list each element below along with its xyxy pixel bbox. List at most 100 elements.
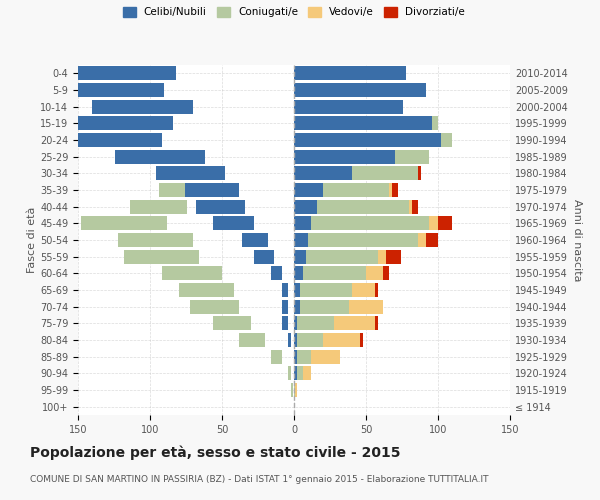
Legend: Celibi/Nubili, Coniugati/e, Vedovi/e, Divorziati/e: Celibi/Nubili, Coniugati/e, Vedovi/e, Di… <box>123 7 465 18</box>
Bar <box>366 266 383 280</box>
Bar <box>302 366 311 380</box>
Bar <box>179 283 233 297</box>
Bar <box>92 100 193 114</box>
Bar <box>300 283 352 297</box>
Bar <box>294 366 297 380</box>
Bar <box>323 333 360 347</box>
Bar <box>225 300 228 314</box>
Bar <box>182 150 193 164</box>
Bar <box>288 333 291 347</box>
Bar <box>185 200 186 214</box>
Bar <box>294 216 311 230</box>
Bar <box>308 233 418 247</box>
Bar <box>167 233 179 247</box>
Bar <box>294 166 352 180</box>
Bar <box>386 250 401 264</box>
Bar <box>438 216 452 230</box>
Bar <box>216 266 219 280</box>
Bar <box>294 233 308 247</box>
Bar <box>254 250 274 264</box>
Bar <box>294 383 295 397</box>
Bar <box>190 150 192 164</box>
Bar <box>294 133 441 147</box>
Bar <box>294 83 427 97</box>
Bar <box>409 200 412 214</box>
Bar <box>271 350 283 364</box>
Bar <box>52 116 173 130</box>
Bar <box>214 216 254 230</box>
Bar <box>395 150 430 164</box>
Bar <box>214 316 251 330</box>
Bar <box>173 166 199 180</box>
Bar <box>196 183 197 197</box>
Bar <box>294 200 317 214</box>
Bar <box>161 266 222 280</box>
Bar <box>187 233 190 247</box>
Bar <box>156 166 225 180</box>
Bar <box>383 266 389 280</box>
Bar <box>349 300 383 314</box>
Bar <box>239 333 265 347</box>
Bar <box>161 216 164 230</box>
Bar <box>294 300 300 314</box>
Bar <box>196 200 245 214</box>
Bar <box>377 250 386 264</box>
Bar <box>427 233 438 247</box>
Bar <box>190 300 239 314</box>
Bar <box>311 350 340 364</box>
Bar <box>352 283 374 297</box>
Bar <box>418 166 421 180</box>
Text: COMUNE DI SAN MARTINO IN PASSIRIA (BZ) - Dati ISTAT 1° gennaio 2015 - Elaborazio: COMUNE DI SAN MARTINO IN PASSIRIA (BZ) -… <box>30 475 488 484</box>
Bar <box>185 183 239 197</box>
Bar <box>58 66 176 80</box>
Bar <box>294 183 323 197</box>
Bar <box>295 383 297 397</box>
Bar <box>222 283 225 297</box>
Bar <box>360 333 363 347</box>
Bar <box>441 133 452 147</box>
Bar <box>294 100 403 114</box>
Bar <box>305 250 377 264</box>
Bar <box>297 333 323 347</box>
Bar <box>118 233 193 247</box>
Bar <box>294 116 432 130</box>
Bar <box>288 366 291 380</box>
Bar <box>323 183 389 197</box>
Bar <box>294 66 406 80</box>
Bar <box>311 216 430 230</box>
Bar <box>294 150 395 164</box>
Bar <box>334 316 374 330</box>
Bar <box>222 300 230 314</box>
Y-axis label: Anni di nascita: Anni di nascita <box>572 198 581 281</box>
Bar <box>317 200 409 214</box>
Bar <box>302 266 366 280</box>
Bar <box>294 333 297 347</box>
Bar <box>288 366 290 380</box>
Bar <box>271 350 277 364</box>
Bar <box>185 250 190 264</box>
Bar <box>392 183 398 197</box>
Bar <box>297 350 311 364</box>
Bar <box>115 150 205 164</box>
Bar <box>297 316 334 330</box>
Bar <box>271 266 283 280</box>
Bar <box>186 183 192 197</box>
Bar <box>283 283 288 297</box>
Bar <box>412 200 418 214</box>
Bar <box>142 216 153 230</box>
Bar <box>389 183 392 197</box>
Bar <box>432 116 438 130</box>
Bar <box>283 300 288 314</box>
Bar <box>169 200 178 214</box>
Bar <box>130 200 187 214</box>
Bar <box>430 216 438 230</box>
Bar <box>242 233 268 247</box>
Bar <box>418 233 427 247</box>
Bar <box>193 166 196 180</box>
Y-axis label: Fasce di età: Fasce di età <box>27 207 37 273</box>
Bar <box>228 316 239 330</box>
Bar <box>352 166 418 180</box>
Bar <box>291 383 293 397</box>
Bar <box>374 283 377 297</box>
Bar <box>294 250 305 264</box>
